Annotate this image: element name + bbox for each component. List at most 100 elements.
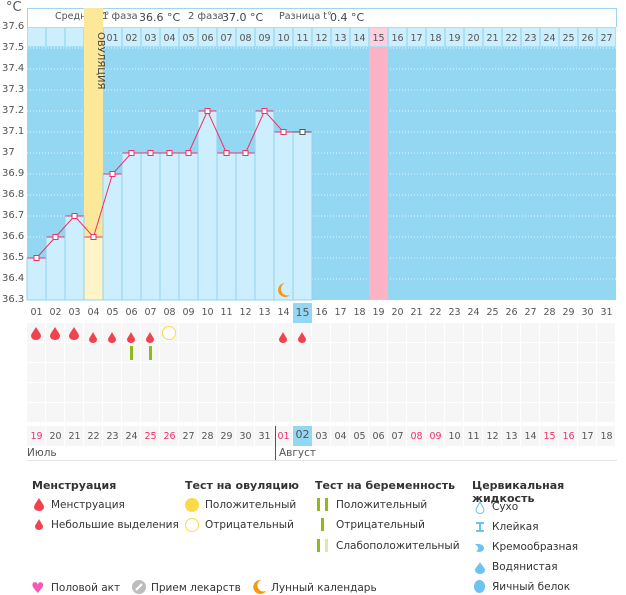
cycle-day-number: 08 [163,307,176,318]
mark-cell [122,363,140,382]
top-day-cell [103,27,122,47]
date-number: 07 [391,431,404,442]
watery-icon [475,562,485,574]
temperature-point [128,150,135,156]
mark-cell [312,343,330,362]
mark-cell [426,323,444,342]
mark-cell [369,363,387,382]
mark-cell [27,343,45,362]
mark-cell [388,323,406,342]
mark-cell [236,383,254,402]
diff-value: 0.4 °C [330,11,365,24]
mark-cell [217,323,235,342]
sticky-icon [476,522,484,532]
cycle-day-number: 27 [524,307,537,318]
summary-header: Средняя t° 1 фаза 36.6 °C 2 фаза 37.0 °C… [27,8,617,27]
mark-cell [217,363,235,382]
mark-cell [27,383,45,402]
mark-cell [426,403,444,422]
temperature-bar [121,152,142,301]
mark-cell [521,363,539,382]
avg-label: Средняя t° [55,11,110,22]
mark-cell [350,343,368,362]
top-day-cell [521,27,540,47]
date-number: 31 [258,431,271,442]
top-day-number: 02 [125,33,138,44]
date-cell [597,426,615,446]
highlighted-column [369,47,388,300]
positive-circle-icon [185,498,199,512]
mark-cell [179,403,197,422]
mark-cell [407,363,425,382]
top-day-cell [179,27,198,47]
top-day-cell [331,27,350,47]
top-day-number: 07 [220,33,233,44]
date-number: 18 [600,431,613,442]
temperature-bar [273,131,294,301]
mark-cell [331,363,349,382]
top-day-number: 10 [277,33,290,44]
legend-item: Лунный календарь [271,582,377,594]
mark-cell [445,383,463,402]
y-tick-label: 36.4 [2,273,25,284]
mark-cell [502,323,520,342]
test-negative-icon [321,518,324,531]
mark-cell [198,363,216,382]
spotting-drop-icon [89,328,97,343]
mark-cell [274,363,292,382]
mark-cell [84,403,102,422]
mark-cell [293,343,311,362]
top-day-cell [141,27,160,47]
mark-cell [350,383,368,402]
top-day-cell [65,27,84,47]
top-day-number: 01 [106,33,119,44]
temperature-bar [235,152,256,301]
cycle-day-number: 11 [220,307,233,318]
dry-icon [475,501,485,514]
mark-cell [483,343,501,362]
date-number: 22 [87,431,100,442]
legend-item: Прием лекарств [151,582,241,594]
date-number: 05 [353,431,366,442]
mark-cell [502,363,520,382]
mark-cell [578,363,596,382]
top-day-number: 23 [524,33,537,44]
legend-cervical-title: Цервикальная жидкость [472,479,565,505]
mark-cell [388,383,406,402]
date-cell [179,426,197,446]
mark-cell [578,343,596,362]
cycle-day-number: 15 [293,303,312,323]
mark-cell [198,403,216,422]
spotting-drop-icon [108,328,116,343]
top-day-number: 16 [391,33,404,44]
y-tick-label: 37.2 [2,105,25,116]
mark-cell [502,403,520,422]
legend-item: Сухо [492,501,519,513]
mark-cell [388,363,406,382]
mark-cell [103,343,121,362]
cycle-day-number: 01 [30,307,43,318]
mark-cell [426,343,444,362]
ovulation-column [84,8,103,300]
mark-cell [540,383,558,402]
mark-cell [559,383,577,402]
top-day-cell [122,27,141,47]
top-day-number: 20 [467,33,480,44]
date-cell [236,426,254,446]
top-day-cell [407,27,426,47]
date-number: 24 [125,431,138,442]
date-cell [578,426,596,446]
mark-cell [217,403,235,422]
top-day-cell [198,27,217,47]
mark-cell [160,383,178,402]
date-cell [483,426,501,446]
mark-cell [597,343,615,362]
top-day-cell [46,27,65,47]
date-number: 15 [543,431,556,442]
top-day-cell [464,27,483,47]
mark-cell [445,323,463,342]
cycle-day-number: 30 [581,307,594,318]
mark-cell [502,383,520,402]
mark-cell [483,403,501,422]
date-number: 23 [106,431,119,442]
